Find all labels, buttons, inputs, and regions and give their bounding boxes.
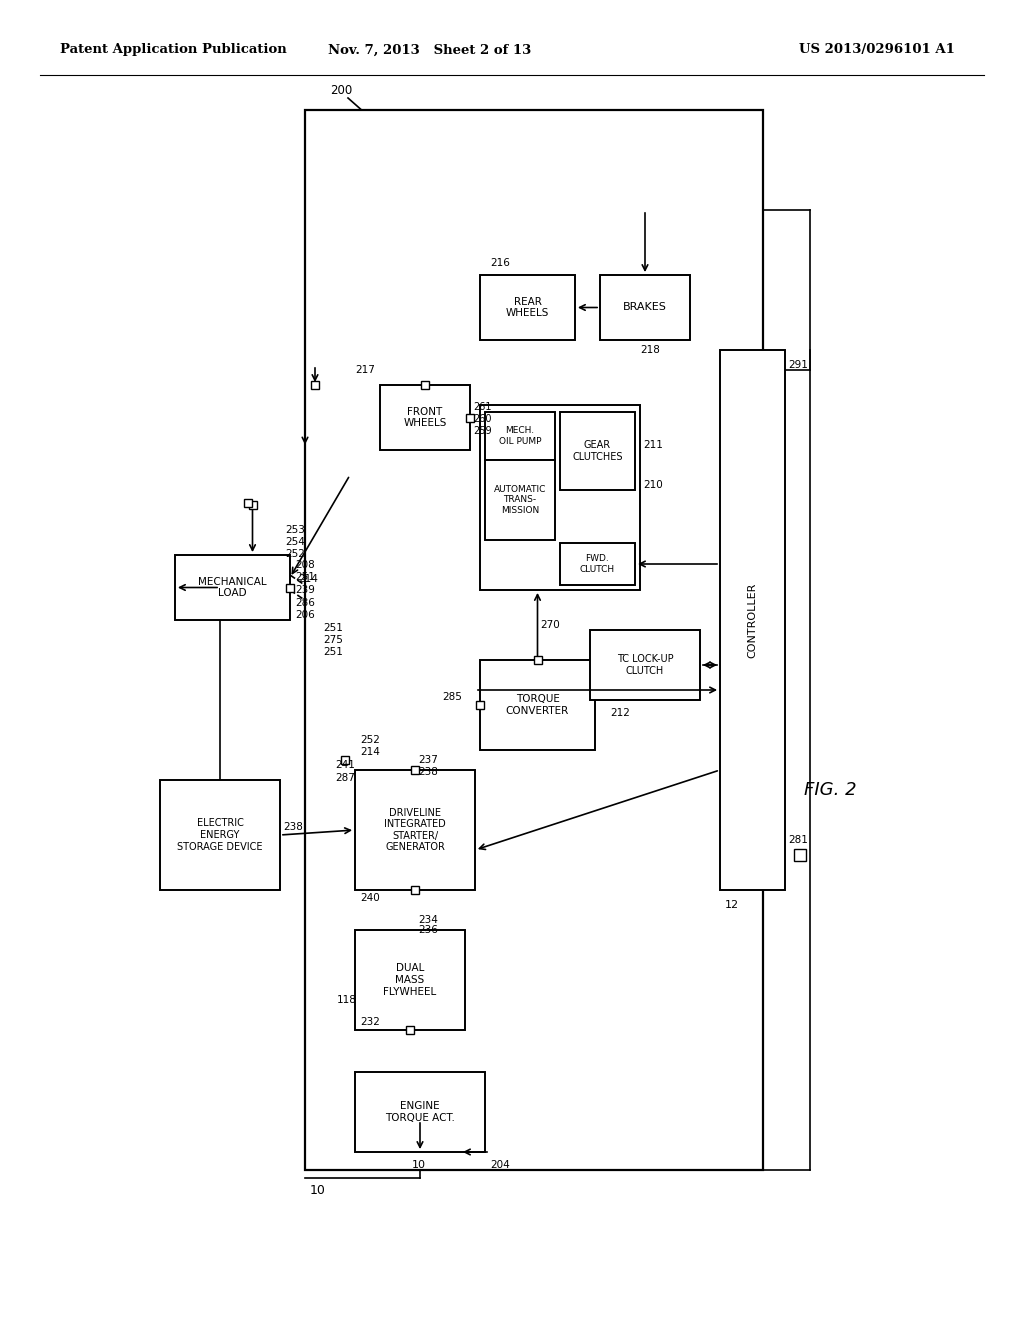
Bar — [305, 110, 763, 1170]
Text: 232: 232 — [360, 1016, 380, 1027]
Text: 238: 238 — [283, 822, 303, 832]
Text: 210: 210 — [643, 480, 663, 490]
Text: 252: 252 — [285, 549, 305, 558]
Text: 291: 291 — [788, 360, 808, 370]
Text: 254: 254 — [285, 537, 305, 546]
Text: 275: 275 — [323, 635, 343, 645]
Text: 241: 241 — [335, 760, 355, 770]
Text: 200: 200 — [330, 83, 352, 96]
Text: 212: 212 — [610, 708, 630, 718]
Text: 216: 216 — [490, 257, 510, 268]
Bar — [480, 405, 640, 590]
Bar — [480, 660, 595, 750]
Bar — [560, 543, 635, 585]
Text: 240: 240 — [360, 894, 380, 903]
Bar — [421, 381, 429, 389]
Text: 251: 251 — [323, 623, 343, 634]
Text: 236: 236 — [418, 925, 438, 935]
Text: 206: 206 — [295, 610, 314, 620]
Bar — [406, 1026, 414, 1034]
Text: 10: 10 — [310, 1184, 326, 1196]
Bar — [355, 931, 465, 1030]
Bar — [534, 656, 542, 664]
Text: 218: 218 — [640, 345, 659, 355]
Text: 260: 260 — [473, 414, 492, 425]
Text: 286: 286 — [295, 598, 314, 609]
Text: ENGINE
TORQUE ACT.: ENGINE TORQUE ACT. — [385, 1101, 455, 1123]
Bar — [411, 766, 419, 774]
Bar — [411, 886, 419, 894]
Text: 251: 251 — [323, 647, 343, 657]
Text: AUTOMATIC
TRANS-
MISSION: AUTOMATIC TRANS- MISSION — [494, 486, 546, 515]
Text: 285: 285 — [442, 692, 462, 702]
Text: 252: 252 — [360, 735, 380, 744]
Bar — [341, 756, 349, 764]
Text: US 2013/0296101 A1: US 2013/0296101 A1 — [799, 44, 955, 57]
Text: FIG. 2: FIG. 2 — [804, 781, 856, 799]
Text: MECHANICAL
LOAD: MECHANICAL LOAD — [199, 577, 267, 598]
Text: 118: 118 — [337, 995, 357, 1005]
Bar — [480, 275, 575, 341]
Bar — [286, 583, 294, 591]
Text: Patent Application Publication: Patent Application Publication — [60, 44, 287, 57]
Bar — [380, 385, 470, 450]
Text: 261: 261 — [473, 403, 492, 412]
Text: CONTROLLER: CONTROLLER — [748, 582, 758, 657]
Text: ELECTRIC
ENERGY
STORAGE DEVICE: ELECTRIC ENERGY STORAGE DEVICE — [177, 818, 263, 851]
Text: 281: 281 — [788, 836, 808, 845]
Text: DRIVELINE
INTEGRATED
STARTER/
GENERATOR: DRIVELINE INTEGRATED STARTER/ GENERATOR — [384, 808, 445, 853]
Bar — [794, 849, 806, 861]
Bar — [485, 459, 555, 540]
Bar — [244, 499, 252, 507]
Text: 251: 251 — [295, 572, 314, 582]
Text: 259: 259 — [473, 426, 492, 437]
Text: Nov. 7, 2013   Sheet 2 of 13: Nov. 7, 2013 Sheet 2 of 13 — [329, 44, 531, 57]
Text: 10: 10 — [412, 1160, 426, 1170]
Bar — [175, 554, 290, 620]
Bar — [249, 502, 256, 510]
Text: 238: 238 — [418, 767, 438, 777]
Bar — [355, 1072, 485, 1152]
Text: 237: 237 — [418, 755, 438, 766]
Bar — [485, 412, 555, 459]
Bar — [476, 701, 484, 709]
Text: 239: 239 — [295, 585, 314, 595]
Text: GEAR
CLUTCHES: GEAR CLUTCHES — [572, 440, 623, 462]
Text: 234: 234 — [418, 915, 438, 925]
Bar — [466, 413, 474, 421]
Text: 208: 208 — [295, 560, 314, 570]
Text: 204: 204 — [490, 1160, 510, 1170]
Text: 214: 214 — [360, 747, 380, 756]
Text: TC LOCK-UP
CLUTCH: TC LOCK-UP CLUTCH — [616, 655, 674, 676]
Bar — [355, 770, 475, 890]
Text: 253: 253 — [285, 525, 305, 535]
Text: 214: 214 — [298, 574, 317, 585]
Text: 270: 270 — [541, 620, 560, 630]
Text: FWD.
CLUTCH: FWD. CLUTCH — [580, 554, 615, 574]
Text: 12: 12 — [725, 900, 739, 909]
Bar — [160, 780, 280, 890]
Bar — [720, 350, 785, 890]
Bar — [311, 381, 319, 389]
Bar — [600, 275, 690, 341]
Bar — [560, 412, 635, 490]
Text: 211: 211 — [643, 440, 663, 450]
Text: MECH.
OIL PUMP: MECH. OIL PUMP — [499, 426, 542, 446]
Text: DUAL
MASS
FLYWHEEL: DUAL MASS FLYWHEEL — [383, 964, 436, 997]
Text: BRAKES: BRAKES — [623, 302, 667, 313]
Text: 287: 287 — [335, 774, 355, 783]
Text: FRONT
WHEELS: FRONT WHEELS — [403, 407, 446, 428]
Bar — [590, 630, 700, 700]
Text: 217: 217 — [355, 366, 375, 375]
Text: REAR
WHEELS: REAR WHEELS — [506, 297, 549, 318]
Text: TORQUE
CONVERTER: TORQUE CONVERTER — [506, 694, 569, 715]
